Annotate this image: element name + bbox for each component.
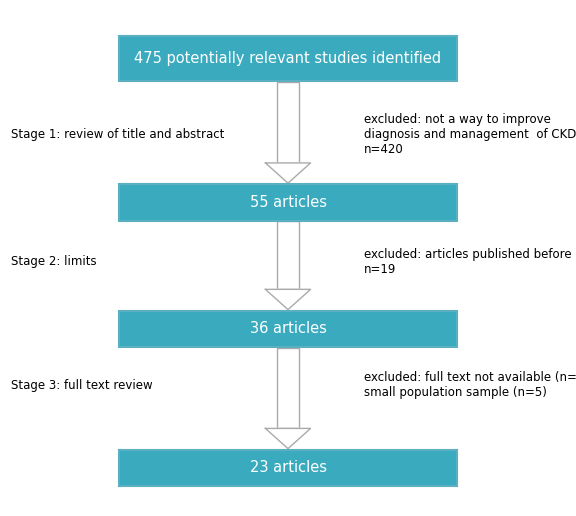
Text: 23 articles: 23 articles [249,460,327,475]
Polygon shape [266,428,310,448]
FancyBboxPatch shape [119,36,457,81]
Text: 475 potentially relevant studies identified: 475 potentially relevant studies identif… [134,51,442,66]
Text: Stage 1: review of title and abstract: Stage 1: review of title and abstract [12,127,225,140]
Bar [277,82,299,163]
Text: excluded: full text not available (n=8);
small population sample (n=5): excluded: full text not available (n=8);… [364,372,576,399]
Polygon shape [266,289,310,310]
Text: 36 articles: 36 articles [249,321,327,336]
FancyBboxPatch shape [119,449,457,486]
Text: excluded: articles published before 2005
n=19: excluded: articles published before 2005… [364,248,576,276]
Text: Stage 3: full text review: Stage 3: full text review [12,379,153,392]
Text: excluded: not a way to improve
diagnosis and management  of CKD
n=420: excluded: not a way to improve diagnosis… [364,112,576,156]
Bar [277,347,299,428]
FancyBboxPatch shape [119,311,457,347]
Bar [277,221,299,289]
Text: 55 articles: 55 articles [249,195,327,210]
FancyBboxPatch shape [119,184,457,220]
Text: Stage 2: limits: Stage 2: limits [12,255,97,268]
Polygon shape [266,163,310,183]
